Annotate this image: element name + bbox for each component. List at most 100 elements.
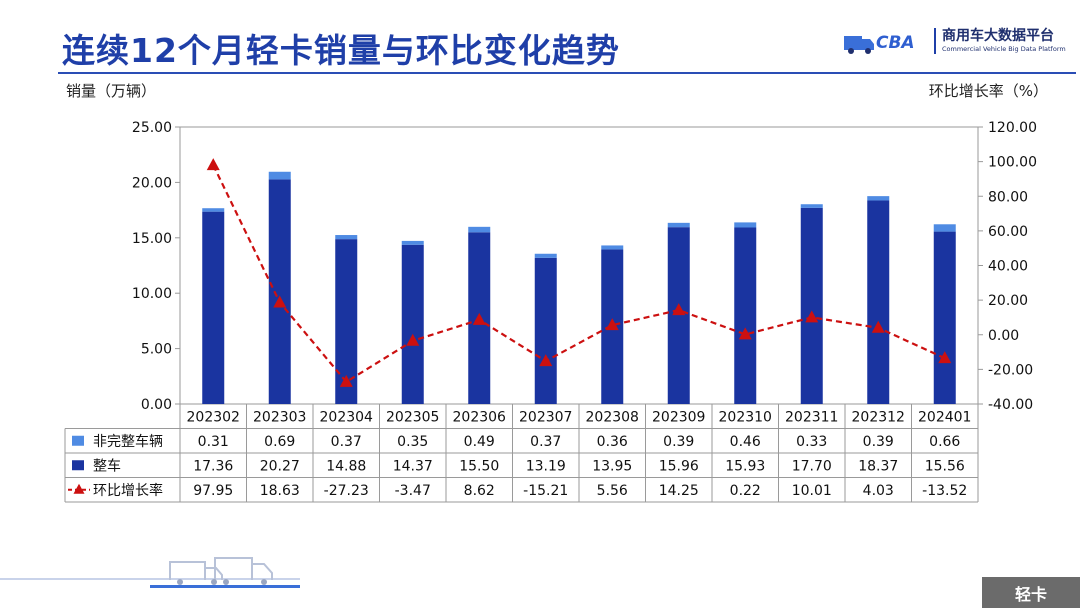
growth-rate-marker (406, 333, 420, 346)
bar-whole-vehicle (933, 231, 956, 404)
legend-swatch-whole-vehicle (72, 460, 84, 471)
table-data-label: 0.39 (863, 434, 894, 450)
table-data-label: 0.49 (464, 434, 495, 450)
table-category-label: 202401 (918, 409, 971, 425)
table-data-label: 18.37 (858, 458, 898, 474)
table-data-label: 0.46 (730, 434, 761, 450)
growth-rate-marker (672, 303, 686, 316)
table-data-label: 17.36 (193, 458, 233, 474)
legend-series-name: 非完整车辆 (93, 433, 163, 450)
table-category-label: 202304 (320, 409, 374, 425)
growth-rate-marker (472, 312, 486, 325)
table-data-label: 5.56 (597, 483, 628, 499)
logo-name-cn: 商用车大数据平台 (942, 28, 1054, 44)
bar-whole-vehicle (734, 227, 757, 404)
right-axis-tick-label: 40.00 (988, 259, 1028, 275)
page-title: 连续12个月轻卡销量与环比变化趋势 (62, 31, 620, 70)
table-data-label: -13.52 (922, 483, 967, 499)
bar-whole-vehicle (202, 211, 225, 404)
platform-logo: CBA 商用车大数据平台 Commercial Vehicle Big Data… (842, 24, 1074, 58)
bar-incomplete-vehicle (601, 245, 624, 250)
table-data-label: 0.69 (264, 434, 295, 450)
legend-series-name: 环比增长率 (93, 482, 163, 499)
right-axis-tick-label: 120.00 (988, 120, 1037, 136)
plot-frame (179, 126, 979, 405)
left-axis-tick-label: 5.00 (141, 342, 172, 358)
table-data-label: 14.25 (659, 483, 699, 499)
table-category-label: 202303 (253, 409, 306, 425)
table-data-label: 13.95 (592, 458, 632, 474)
legend-swatch-incomplete-vehicle (72, 435, 84, 446)
bar-incomplete-vehicle (468, 226, 491, 233)
left-axis-tick-label: 25.00 (132, 120, 172, 136)
bar-whole-vehicle (800, 207, 823, 404)
logo-name-en: Commercial Vehicle Big Data Platform (942, 45, 1066, 53)
table-category-label: 202311 (785, 409, 838, 425)
bar-whole-vehicle (268, 179, 291, 404)
left-axis-tick-label: 15.00 (132, 231, 172, 247)
truck-decoration-icon (0, 557, 300, 588)
bar-incomplete-vehicle (401, 240, 424, 245)
table-category-label: 202308 (586, 409, 639, 425)
bar-whole-vehicle (401, 244, 424, 404)
bar-whole-vehicle (534, 257, 557, 404)
table-category-label: 202302 (187, 409, 240, 425)
bar-whole-vehicle (667, 227, 690, 404)
title-divider (58, 72, 1076, 74)
table-data-label: 14.88 (326, 458, 366, 474)
table-data-label: -15.21 (523, 483, 568, 499)
growth-rate-marker (738, 327, 752, 340)
table-data-label: 0.31 (198, 434, 229, 450)
bar-incomplete-vehicle (734, 222, 757, 228)
table-data-label: 14.37 (393, 458, 433, 474)
table-data-label: 17.70 (792, 458, 832, 474)
bar-incomplete-vehicle (867, 196, 890, 201)
legend-series-name: 整车 (93, 457, 121, 474)
table-data-label: 15.50 (459, 458, 499, 474)
table-data-label: 13.19 (526, 458, 566, 474)
table-category-label: 202305 (386, 409, 439, 425)
table-category-label: 202312 (852, 409, 905, 425)
bar-incomplete-vehicle (202, 208, 225, 212)
growth-rate-marker (938, 351, 952, 364)
bar-incomplete-vehicle (667, 222, 690, 228)
table-category-label: 202307 (519, 409, 572, 425)
table-data-label: 18.63 (260, 483, 300, 499)
right-axis-label: 环比增长率（%） (928, 82, 1048, 100)
growth-rate-marker (339, 374, 353, 387)
table-category-label: 202306 (453, 409, 507, 425)
growth-rate-marker (805, 310, 819, 323)
growth-rate-marker (539, 354, 553, 367)
table-data-label: 0.39 (663, 434, 694, 450)
right-axis-tick-label: 20.00 (988, 293, 1028, 309)
left-axis-label: 销量（万辆） (66, 82, 157, 100)
growth-rate-marker (605, 318, 619, 331)
table-data-label: 4.03 (863, 483, 894, 499)
growth-rate-line (212, 164, 946, 384)
right-axis-tick-label: 0.00 (988, 328, 1019, 344)
growth-rate-marker (273, 295, 287, 308)
growth-rate-marker (871, 320, 885, 333)
table-data-label: 15.96 (659, 458, 699, 474)
right-axis-tick-label: -40.00 (988, 397, 1033, 413)
table-category-label: 202310 (719, 409, 772, 425)
table-data-label: 0.33 (796, 434, 827, 450)
bar-whole-vehicle (867, 200, 890, 404)
left-axis-tick-label: 10.00 (132, 286, 172, 302)
table-data-label: 20.27 (260, 458, 300, 474)
svg-text:CBA: CBA (876, 33, 915, 53)
right-axis-tick-label: 80.00 (988, 189, 1028, 205)
bar-incomplete-vehicle (933, 224, 956, 232)
table-data-label: 0.37 (331, 434, 362, 450)
left-axis-tick-label: 0.00 (141, 397, 172, 413)
bar-incomplete-vehicle (335, 235, 358, 240)
table-data-label: 0.36 (597, 434, 628, 450)
table-data-label: 0.35 (397, 434, 428, 450)
table-data-label: -3.47 (395, 483, 431, 499)
table-data-label: 0.22 (730, 483, 761, 499)
truck-logo-icon: CBA (844, 33, 915, 54)
logo-separator (934, 28, 936, 54)
table-data-label: 10.01 (792, 483, 832, 499)
bar-whole-vehicle (335, 239, 358, 404)
